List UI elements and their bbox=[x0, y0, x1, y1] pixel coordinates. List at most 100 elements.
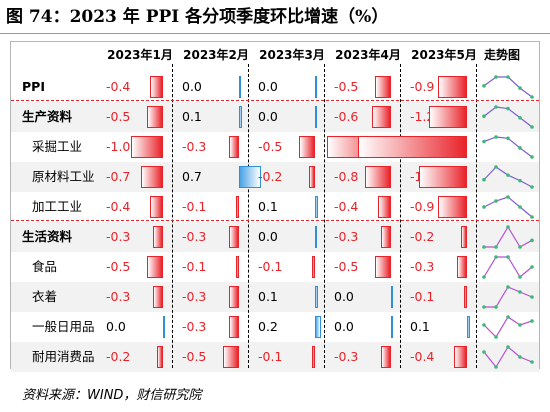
negative-bar bbox=[147, 106, 163, 128]
negative-bar bbox=[463, 286, 467, 308]
sparkline-point bbox=[482, 177, 486, 182]
row-label: 生产资料 bbox=[22, 109, 73, 124]
sparkline-point bbox=[506, 225, 510, 229]
negative-bar bbox=[454, 346, 467, 368]
sparkline-point bbox=[506, 345, 510, 349]
sparkline-point bbox=[518, 86, 522, 90]
row-label: 加工工业 bbox=[32, 199, 83, 214]
header-month-2: 2023年2月 bbox=[183, 48, 249, 62]
cell-value: -0.9 bbox=[410, 199, 435, 214]
positive-bar bbox=[391, 316, 393, 338]
negative-bar bbox=[358, 136, 467, 158]
negative-bar bbox=[299, 136, 315, 158]
negative-bar bbox=[235, 196, 239, 218]
negative-bar bbox=[428, 106, 467, 128]
cell-value: -1.2 bbox=[410, 109, 435, 124]
group-divider bbox=[11, 220, 539, 221]
cell-value: -0.1 bbox=[182, 199, 207, 214]
cell-value: -1.0 bbox=[106, 139, 131, 154]
sparkline-point bbox=[518, 146, 522, 150]
cell-value: -0.3 bbox=[182, 319, 207, 334]
positive-bar bbox=[315, 316, 322, 338]
sparkline-point bbox=[482, 84, 486, 88]
negative-bar bbox=[311, 346, 315, 368]
trend-sparkline bbox=[482, 345, 534, 369]
column-separator bbox=[248, 64, 249, 368]
cell-value: -0.9 bbox=[410, 79, 435, 94]
cell-value: -0.1 bbox=[182, 259, 207, 274]
sparkline-point bbox=[518, 205, 522, 209]
cell-value: 0.1 bbox=[410, 319, 430, 334]
cell-value: -0.5 bbox=[106, 109, 131, 124]
negative-bar bbox=[371, 106, 391, 128]
sparkline-point bbox=[494, 245, 498, 249]
cell-value: -0.5 bbox=[182, 349, 207, 364]
title-divider bbox=[0, 33, 550, 34]
cell-value: -0.8 bbox=[334, 169, 359, 184]
negative-bar bbox=[378, 196, 391, 218]
header-month-5: 2023年5月 bbox=[411, 48, 477, 62]
cell-value: -0.4 bbox=[410, 349, 435, 364]
sparkline-path bbox=[483, 316, 533, 338]
sparkline-point bbox=[530, 238, 534, 243]
negative-bar bbox=[131, 136, 163, 158]
sparkline-point bbox=[518, 275, 522, 279]
negative-bar bbox=[235, 256, 239, 278]
cell-value: -0.1 bbox=[410, 289, 435, 304]
sparkline-point bbox=[482, 245, 486, 249]
negative-bar bbox=[229, 136, 239, 158]
cell-value: -0.3 bbox=[182, 229, 207, 244]
sparkline-point bbox=[506, 136, 510, 141]
positive-bar bbox=[239, 166, 262, 188]
negative-bar bbox=[150, 76, 163, 98]
row-label: 衣着 bbox=[32, 289, 58, 304]
sparkline-point bbox=[530, 185, 534, 189]
negative-bar bbox=[156, 346, 163, 368]
sparkline-point bbox=[494, 135, 498, 139]
negative-bar bbox=[460, 226, 467, 248]
row-label: 一般日用品 bbox=[32, 319, 95, 334]
sparkline-path bbox=[483, 346, 533, 369]
sparkline-point bbox=[506, 285, 510, 289]
trend-sparkline bbox=[482, 195, 534, 219]
cell-value: 0.1 bbox=[258, 199, 278, 214]
positive-bar bbox=[315, 196, 319, 218]
row-label: 生活资料 bbox=[22, 229, 73, 244]
trend-sparkline bbox=[482, 255, 534, 279]
cell-value: -0.3 bbox=[106, 289, 131, 304]
row-label: 耐用消费品 bbox=[32, 349, 95, 364]
negative-bar bbox=[438, 196, 467, 218]
sparkline-point bbox=[506, 106, 510, 111]
negative-bar bbox=[153, 226, 163, 248]
cell-value: 0.0 bbox=[334, 319, 354, 334]
sparkline-point bbox=[482, 350, 486, 354]
cell-value: -0.5 bbox=[334, 79, 359, 94]
trend-sparkline bbox=[482, 75, 534, 99]
sparkline-point bbox=[494, 199, 498, 203]
cell-value: 0.1 bbox=[258, 289, 278, 304]
cell-value: -0.4 bbox=[106, 79, 131, 94]
sparkline-point bbox=[494, 255, 498, 259]
sparkline-point bbox=[518, 178, 522, 183]
negative-bar bbox=[147, 256, 163, 278]
negative-bar bbox=[150, 196, 163, 218]
header-month-1: 2023年1月 bbox=[107, 48, 173, 62]
cell-value: -0.2 bbox=[106, 349, 131, 364]
row-band bbox=[11, 222, 539, 252]
cell-value: 0.0 bbox=[334, 289, 354, 304]
negative-bar bbox=[457, 256, 467, 278]
sparkline-point bbox=[494, 165, 498, 169]
cell-value: 0.2 bbox=[258, 319, 278, 334]
negative-bar bbox=[438, 76, 467, 98]
sparkline-point bbox=[482, 323, 486, 327]
trend-sparkline bbox=[482, 135, 534, 159]
column-separator bbox=[324, 64, 325, 368]
positive-bar bbox=[239, 76, 241, 98]
header-month-3: 2023年3月 bbox=[259, 48, 325, 62]
trend-sparkline bbox=[482, 225, 534, 249]
cell-value: 0.0 bbox=[106, 319, 126, 334]
row-label: 采掘工业 bbox=[32, 139, 83, 154]
row-label: PPI bbox=[22, 79, 45, 94]
positive-bar bbox=[315, 286, 319, 308]
cell-value: -0.1 bbox=[258, 349, 283, 364]
